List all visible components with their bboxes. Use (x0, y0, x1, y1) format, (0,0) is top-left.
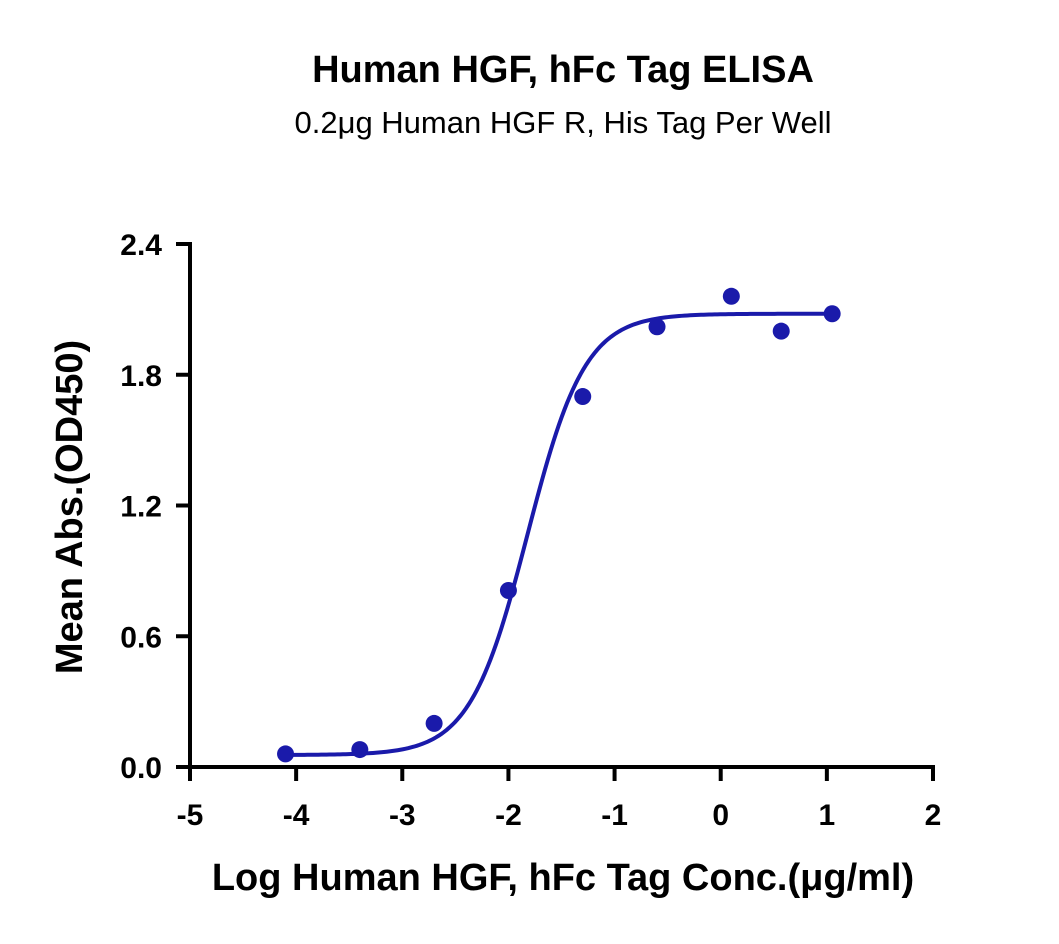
y-tick-label: 0.0 (120, 752, 162, 785)
data-point (574, 388, 592, 406)
data-point (425, 714, 443, 732)
data-point (648, 318, 666, 336)
y-axis-label: Mean Abs.(OD450) (49, 340, 91, 674)
data-point (351, 741, 369, 759)
y-tick-label: 1.8 (120, 360, 162, 393)
x-tick-label: -3 (389, 799, 416, 832)
chart-title: Human HGF, hFc Tag ELISA (312, 49, 814, 91)
x-tick-label: -5 (177, 799, 204, 832)
x-axis-label: Log Human HGF, hFc Tag Conc.(μg/ml) (212, 857, 914, 899)
x-tick-label: -2 (495, 799, 522, 832)
x-tick-label: -1 (601, 799, 628, 832)
data-point (823, 305, 841, 323)
x-tick-label: -4 (283, 799, 310, 832)
x-tick-label: 2 (925, 799, 942, 832)
fit-curve (285, 311, 833, 757)
data-point (772, 322, 790, 340)
x-tick-label: 1 (819, 799, 836, 832)
y-tick-label: 1.2 (120, 491, 162, 524)
y-tick-label: 2.4 (120, 229, 162, 262)
y-tick-label: 0.6 (120, 621, 162, 654)
data-point (722, 287, 740, 305)
plot-area: -5 -4 -3 -2 -1 0 1 2 0.0 0.6 1.2 1.8 2.4 (120, 229, 941, 832)
data-point (499, 581, 517, 599)
chart-subtitle: 0.2μg Human HGF R, His Tag Per Well (294, 105, 831, 140)
data-point (277, 745, 295, 763)
x-tick-label: 0 (712, 799, 729, 832)
